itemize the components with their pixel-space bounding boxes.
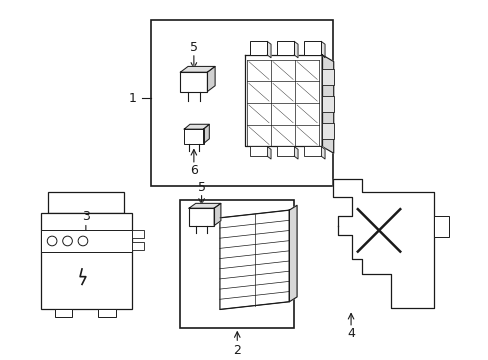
Polygon shape	[294, 41, 297, 58]
Bar	[48, 192, 124, 213]
Bar	[184, 129, 203, 144]
Bar	[322, 96, 333, 112]
Text: 3: 3	[82, 210, 90, 223]
Bar	[322, 69, 333, 85]
Bar	[55, 310, 72, 317]
Polygon shape	[289, 205, 296, 302]
Bar	[41, 213, 132, 310]
Text: 2: 2	[233, 345, 241, 357]
Bar	[276, 41, 294, 55]
Bar	[151, 20, 332, 186]
Bar	[303, 147, 321, 156]
Text: 1: 1	[128, 91, 136, 105]
Polygon shape	[180, 67, 215, 72]
Polygon shape	[189, 203, 221, 208]
Bar	[276, 147, 294, 156]
Bar	[180, 72, 207, 91]
Bar	[249, 147, 266, 156]
Polygon shape	[266, 147, 270, 159]
Polygon shape	[220, 210, 289, 310]
Bar	[132, 230, 143, 238]
Bar	[303, 41, 321, 55]
Polygon shape	[321, 41, 325, 58]
Text: 5: 5	[189, 41, 198, 54]
Bar	[322, 123, 333, 139]
Bar	[180, 201, 294, 328]
Text: 6: 6	[189, 164, 198, 177]
Polygon shape	[321, 147, 325, 159]
Polygon shape	[207, 67, 215, 91]
Bar	[41, 230, 132, 252]
Bar	[132, 242, 143, 249]
Polygon shape	[214, 203, 221, 226]
Bar	[98, 310, 116, 317]
Polygon shape	[294, 147, 297, 159]
Text: 5: 5	[197, 181, 205, 194]
Bar	[433, 216, 448, 237]
Polygon shape	[266, 41, 270, 58]
Polygon shape	[203, 124, 209, 144]
Bar	[249, 41, 266, 55]
Polygon shape	[322, 55, 333, 153]
Polygon shape	[184, 124, 209, 129]
Bar	[189, 208, 214, 226]
Polygon shape	[244, 55, 322, 147]
Polygon shape	[332, 179, 433, 307]
Text: 4: 4	[346, 327, 354, 340]
